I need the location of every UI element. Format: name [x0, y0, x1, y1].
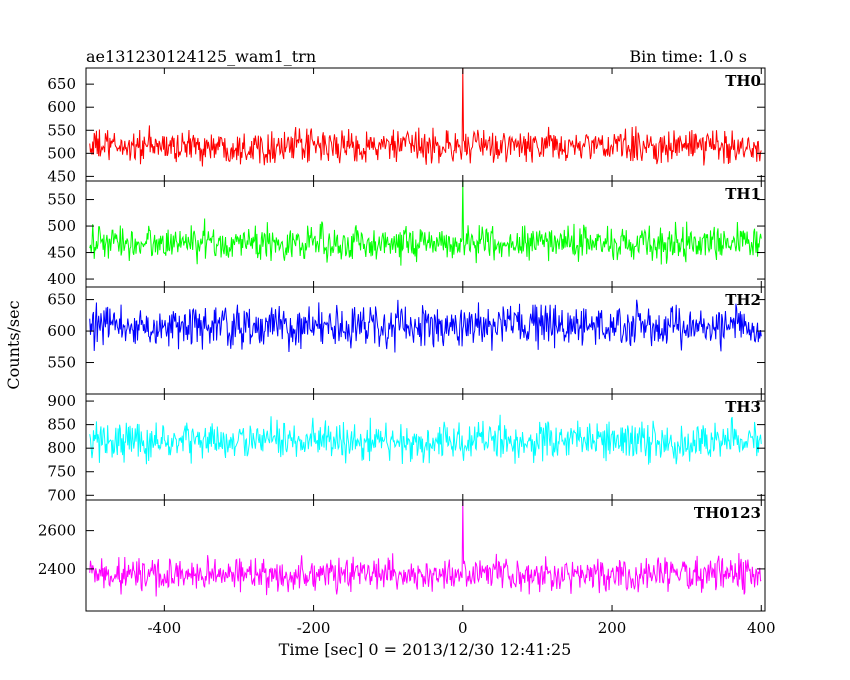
series-line-th2	[89, 299, 762, 353]
y-tick-label: 2600	[38, 522, 76, 540]
y-tick-label: 700	[47, 486, 76, 504]
y-tick-label: 650	[47, 75, 76, 93]
y-tick-label: 600	[47, 98, 76, 116]
y-tick-label: 800	[47, 439, 76, 457]
panels-group: 450 500 550 600 650 TH0 400 450 500 550 TH1 550 600 6…	[38, 67, 776, 637]
y-tick-label: 600	[47, 322, 76, 340]
y-axis-label: Counts/sec	[4, 300, 23, 389]
panel-th2: 550 600 650 TH2	[47, 286, 766, 395]
y-tick-label: 550	[47, 354, 76, 372]
panel-th1: 400 450 500 550 TH1	[47, 180, 766, 288]
series-line-th0	[89, 68, 762, 167]
panel-label: TH0	[725, 72, 761, 90]
series-line-th1	[89, 181, 762, 266]
panel-th3: 700 750 800 850 900 TH3	[47, 392, 766, 504]
panel-label: TH3	[725, 398, 761, 416]
series-line-th0123	[89, 500, 762, 597]
x-tick-label: -200	[297, 619, 331, 637]
panel-label: TH0123	[694, 504, 761, 522]
y-tick-label: 400	[47, 270, 76, 288]
x-tick-label: 200	[598, 619, 627, 637]
y-tick-label: 500	[47, 217, 76, 235]
y-tick-label: 450	[47, 167, 76, 185]
plot-title: ae131230124125_wam1_trn	[86, 47, 316, 66]
panel-frame	[85, 67, 766, 182]
y-tick-label: 750	[47, 463, 76, 481]
y-tick-label: 500	[47, 144, 76, 162]
y-tick-label: 2400	[38, 560, 76, 578]
y-tick-label: 550	[47, 191, 76, 209]
x-axis-label: Time [sec] 0 = 2013/12/30 12:41:25	[279, 640, 572, 659]
panel-frame	[85, 180, 766, 288]
y-tick-label: 550	[47, 121, 76, 139]
panel-label: TH1	[725, 185, 761, 203]
panel-frame	[85, 499, 766, 612]
x-tick-label: -400	[147, 619, 181, 637]
series-line-th3	[89, 414, 762, 465]
y-tick-label: 450	[47, 244, 76, 262]
panel-th0: 450 500 550 600 650 TH0	[47, 67, 766, 185]
x-tick-label: 400	[747, 619, 776, 637]
y-tick-label: 900	[47, 392, 76, 410]
bin-time-label: Bin time: 1.0 s	[629, 47, 747, 66]
panel-label: TH2	[725, 291, 761, 309]
y-tick-label: 650	[47, 291, 76, 309]
panel-th0123: 2400 2600 TH0123	[38, 499, 766, 612]
x-tick-label: 0	[458, 619, 468, 637]
y-tick-label: 850	[47, 416, 76, 434]
